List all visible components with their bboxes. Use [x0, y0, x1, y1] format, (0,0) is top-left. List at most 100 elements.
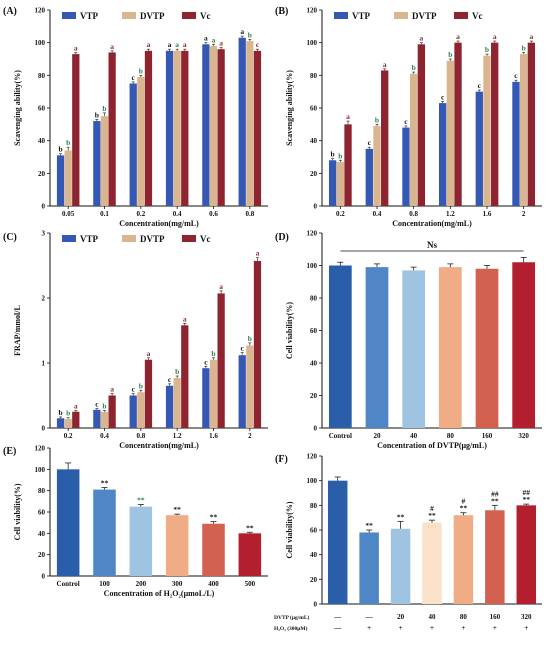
bar — [516, 505, 537, 604]
x-tick-label: Control — [329, 432, 352, 440]
ns-annotation: Ns — [340, 240, 524, 252]
x-axis-label: Concentration(mg/mL) — [392, 219, 472, 228]
panel-c: (C)0123FRAP/mmol/LConcentration(mg/mL)bc… — [3, 230, 268, 450]
y-tick-label: 0 — [42, 203, 46, 211]
x-tick-label: 2 — [522, 210, 526, 218]
bar-vtp — [202, 368, 210, 428]
significance-letter: a — [219, 282, 223, 291]
bar-dvtp — [100, 116, 109, 206]
y-tick-label: 120 — [307, 453, 318, 461]
significance-letter: b — [248, 334, 252, 343]
significance-letter: b — [66, 409, 70, 418]
bar — [402, 270, 426, 428]
significance-hash: ## — [523, 488, 531, 497]
bar-dvtp — [209, 45, 218, 206]
y-tick-label: 20 — [310, 170, 318, 178]
bar — [453, 515, 474, 604]
bar — [202, 523, 225, 576]
x-tick-label: 0.8 — [409, 210, 418, 218]
bar-dvtp — [246, 41, 254, 207]
bar-vtp — [93, 121, 101, 206]
bar-dvtp — [64, 418, 72, 428]
y-axis-label: FRAP/mmol/L — [13, 305, 22, 356]
bar-vtp — [129, 395, 137, 428]
x-tick-label: 0.4 — [100, 432, 109, 440]
bar-vc — [454, 42, 462, 206]
bar-vtp — [165, 385, 174, 428]
y-ticks: 0 1 2 3 — [42, 230, 50, 433]
significance-letter: a — [110, 385, 114, 394]
significance-letter: c — [404, 117, 408, 126]
y-tick-label: 60 — [38, 105, 46, 113]
significance-mark: ** — [491, 496, 499, 505]
row-label-h2o2: H₂O₂ (300μM) — [274, 625, 308, 632]
legend-swatch — [62, 235, 76, 242]
x-tick-label: 2 — [248, 432, 252, 440]
bar-vc — [527, 42, 536, 206]
significance-mark: ** — [246, 523, 254, 532]
legend-label: Vc — [200, 11, 211, 21]
bar-vtp — [56, 155, 65, 206]
significance-letter: b — [448, 50, 452, 59]
bar-vtp — [202, 44, 210, 206]
y-axis-label: Scavenging ability(%) — [13, 70, 22, 146]
y-tick-label: 40 — [310, 360, 318, 368]
y-tick-label: 80 — [310, 72, 318, 80]
x-tick-label: 20 — [374, 432, 382, 440]
significance-letter: c — [256, 40, 260, 49]
x-tick-label: 80 — [447, 432, 455, 440]
x-ticks: — — — +20 +40 +80 +160 +320 + DVTP (μg/mL) H₂O₂ (3… — [274, 613, 532, 632]
bar-vc — [72, 54, 80, 206]
panel-label: (D) — [275, 232, 289, 243]
bar — [512, 262, 536, 428]
x-tick-label: 0.4 — [373, 210, 382, 218]
legend-swatch — [182, 12, 196, 19]
bar-dvtp — [483, 55, 491, 206]
bar-vtp — [512, 81, 520, 206]
x-tick-label: 0.1 — [100, 210, 109, 218]
legend-swatch — [62, 12, 76, 19]
significance-letter: a — [212, 35, 216, 44]
significance-letter: b — [331, 150, 335, 159]
y-tick-label: 80 — [310, 502, 318, 510]
significance-letter: c — [204, 357, 208, 366]
bar-dvtp — [373, 125, 381, 206]
y-tick-label: 100 — [307, 262, 318, 270]
bar-dvtp — [173, 377, 181, 428]
y-tick-label: 100 — [35, 466, 46, 474]
bar — [129, 506, 153, 576]
bar-dvtp — [100, 411, 109, 428]
bar-dvtp — [64, 150, 72, 206]
bar-dvtp — [336, 161, 344, 206]
x-axis-label: Concentration of H₂O₂(μmoL/L) — [104, 589, 215, 598]
significance-mark: ** — [101, 478, 109, 487]
x-tick-label: 500 — [245, 580, 256, 588]
bar-vc — [253, 260, 262, 428]
x-ticks: 0.2 0.4 0.8 1.2 1.6 2 — [64, 428, 252, 440]
legend: VTP DVTP Vc — [334, 11, 483, 21]
x-tick-label: 100 — [99, 580, 110, 588]
significance-letter: b — [58, 408, 62, 417]
significance-letter: c — [441, 92, 445, 101]
x-tick-label: 400 — [208, 580, 219, 588]
y-ticks: 0 20 40 60 80 100 120 — [307, 230, 322, 433]
significance-letter: b — [211, 349, 215, 358]
x-axis-label: Concentration(mg/mL) — [119, 441, 199, 450]
bar-dvtp — [410, 73, 418, 206]
significance-letter: a — [240, 27, 244, 36]
significance-mark: ** — [173, 505, 181, 514]
significance-letter: a — [74, 401, 78, 410]
y-tick-label: 120 — [307, 230, 318, 238]
y-axis-label: Cell viability(%) — [285, 501, 294, 558]
x-row1-label: — — [333, 613, 342, 621]
significance-letter: c — [132, 385, 136, 394]
significance-letter: a — [74, 43, 78, 52]
ns-label: Ns — [427, 240, 437, 250]
x-row1-label: 320 — [521, 613, 532, 621]
bar-vc — [144, 50, 153, 207]
x-tick-label: 0.4 — [173, 210, 182, 218]
y-tick-label: 2 — [42, 295, 46, 303]
panel-label: (C) — [3, 232, 17, 243]
